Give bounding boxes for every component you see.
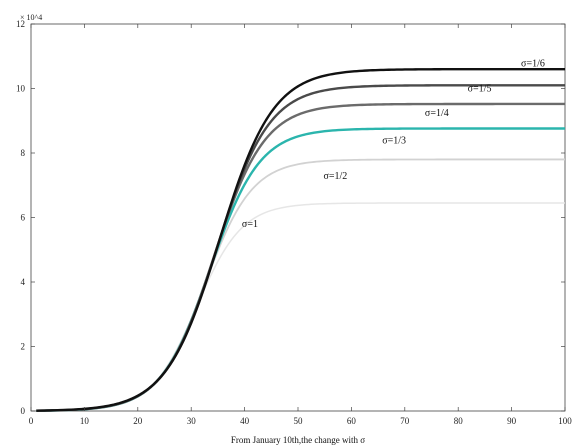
x-tick-label: 20 <box>133 416 143 426</box>
series-line <box>36 67 565 412</box>
series-label: σ=1/4 <box>425 108 449 119</box>
x-tick-label: 0 <box>29 416 34 426</box>
x-tick-label: 60 <box>347 416 357 426</box>
series-label: σ=1 <box>242 219 258 230</box>
y-tick-label: 0 <box>21 406 26 416</box>
series-layer <box>36 67 565 412</box>
series-label: σ=1/3 <box>382 135 406 146</box>
x-tick-label: 90 <box>507 416 517 426</box>
y-axis: 0 2 4 6 8 10 12 <box>16 19 565 416</box>
x-tick-label: 30 <box>187 416 197 426</box>
y-tick-label: 2 <box>21 342 26 352</box>
x-tick-label: 10 <box>80 416 90 426</box>
y-tick-label: 12 <box>16 19 25 29</box>
series-label: σ=1/6 <box>521 59 545 70</box>
x-tick-label: 40 <box>240 416 250 426</box>
series-labels: σ=1 σ=1/2 σ=1/3 σ=1/4 σ=1/5 σ=1/6 <box>242 59 545 231</box>
series-label: σ=1/2 <box>323 171 347 182</box>
x-tick-label: 80 <box>454 416 464 426</box>
y-tick-label: 8 <box>21 148 26 158</box>
x-axis: 0 10 20 30 40 50 60 70 80 90 100 <box>29 24 572 426</box>
x-tick-label: 70 <box>400 416 410 426</box>
y-tick-label: 6 <box>21 213 26 223</box>
x-axis-label: From January 10th,the change with σ <box>231 435 365 445</box>
y-tick-label: 4 <box>21 277 26 287</box>
x-tick-label: 100 <box>558 416 572 426</box>
y-axis-multiplier: × 10^4 <box>20 13 42 22</box>
series-label: σ=1/5 <box>468 84 492 95</box>
x-tick-label: 50 <box>294 416 304 426</box>
y-tick-label: 10 <box>16 84 26 94</box>
plot-area <box>30 23 566 412</box>
